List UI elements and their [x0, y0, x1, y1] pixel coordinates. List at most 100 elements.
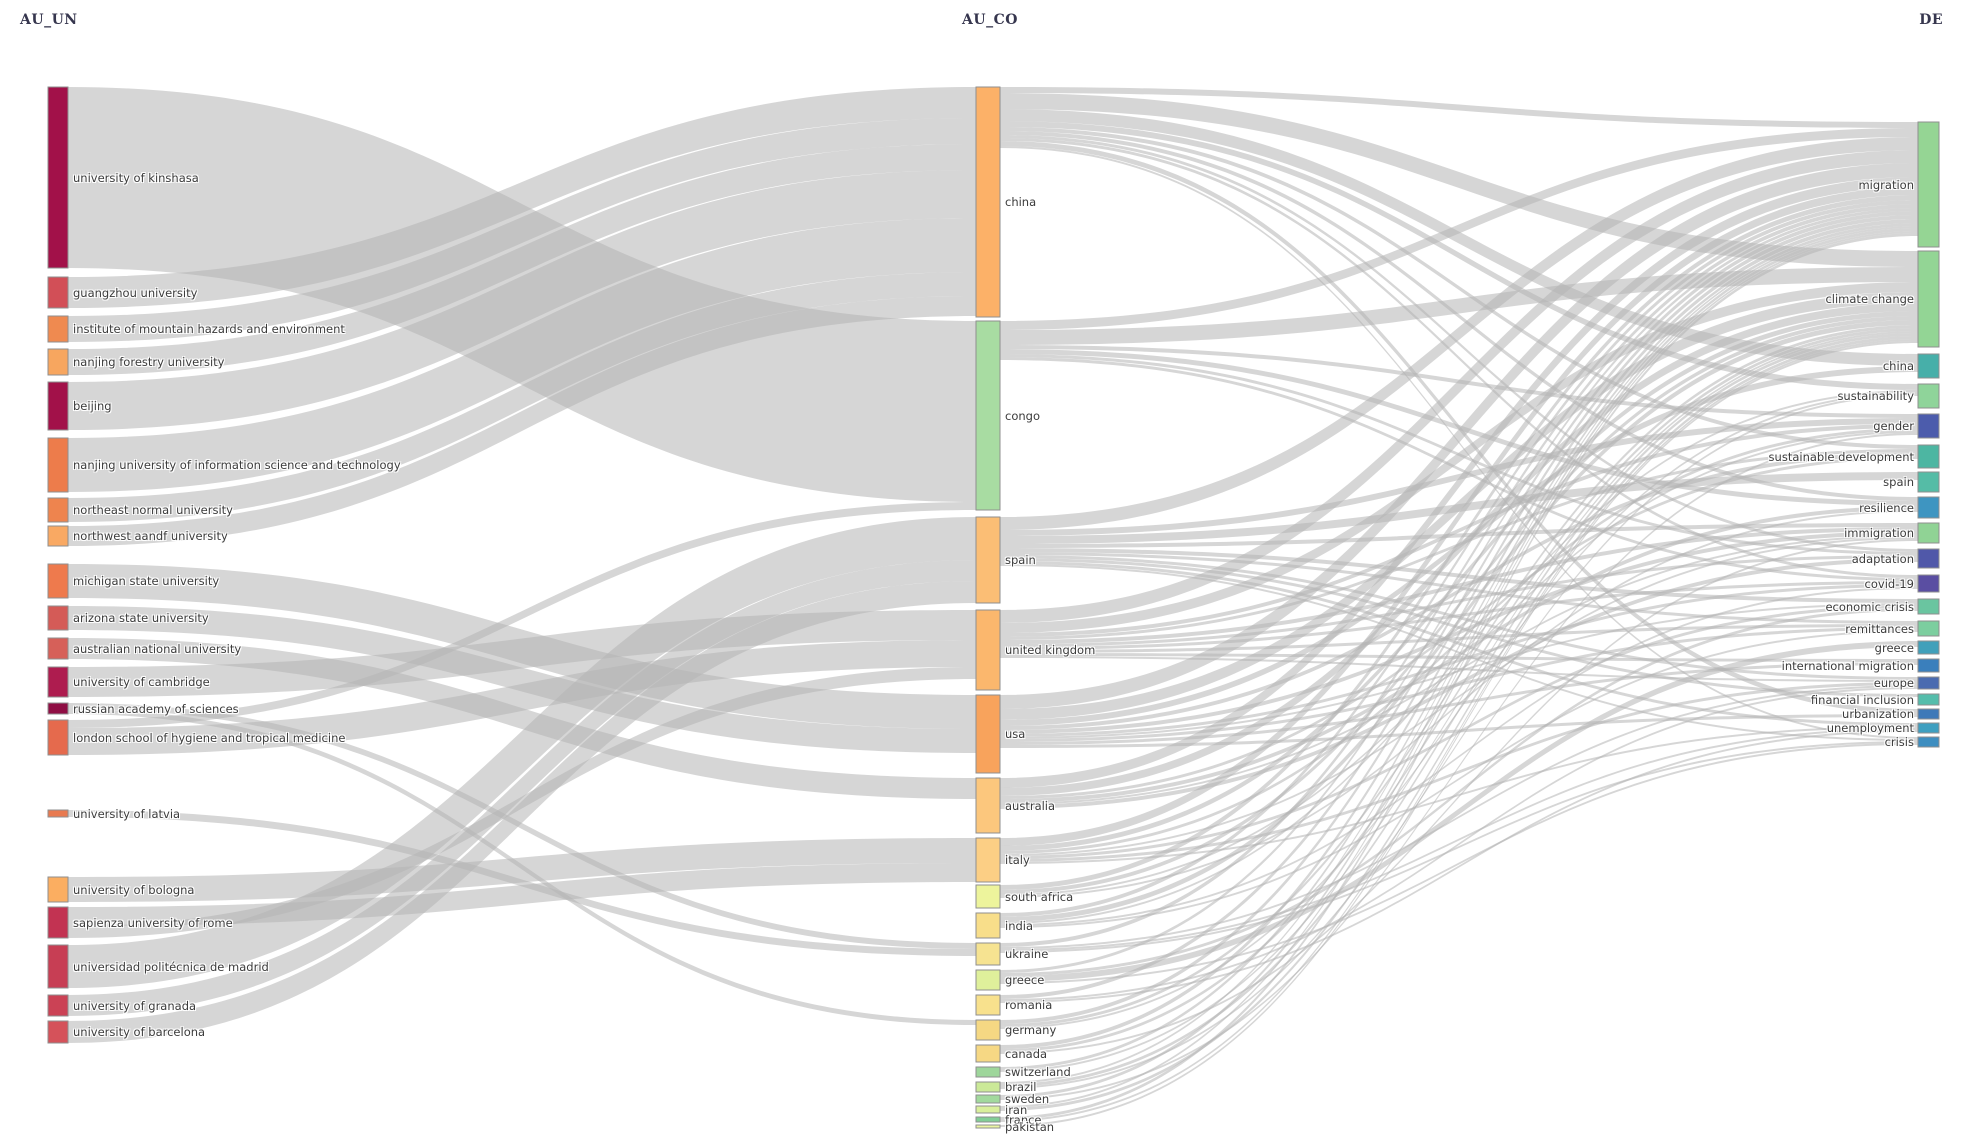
sankey-link-co_france-kw_climate_change	[1000, 339, 1918, 1122]
sankey-node-co_germany[interactable]	[975, 1019, 1001, 1041]
sankey-node-latvia[interactable]	[47, 809, 69, 818]
sankey-node-michigan[interactable]	[47, 563, 69, 599]
node-label-co_india: india	[1005, 918, 1034, 933]
sankey-node-co_france[interactable]	[975, 1116, 1001, 1123]
sankey-node-co_india[interactable]	[975, 912, 1001, 939]
sankey-node-london[interactable]	[47, 719, 69, 756]
node-label-co_switzerland: switzerland	[1005, 1065, 1071, 1079]
sankey-node-northwest[interactable]	[47, 525, 69, 547]
sankey-link-co_congo-kw_climate_change	[1000, 267, 1918, 345]
sankey-node-kw_resilience[interactable]	[1917, 496, 1940, 519]
sankey-node-russian[interactable]	[47, 702, 69, 715]
sankey-link-co_greece-kw_migration	[1000, 208, 1918, 973]
sankey-node-kw_china[interactable]	[1917, 353, 1940, 379]
node-label-kw_remittances: remittances	[1845, 621, 1914, 636]
sankey-node-arizona[interactable]	[47, 605, 69, 631]
sankey-node-co_uk[interactable]	[975, 609, 1001, 691]
sankey-link-co_uk-kw_gender	[1000, 424, 1918, 637]
sankey-node-co_switzerland[interactable]	[975, 1066, 1001, 1078]
sankey-node-kw_financial_inclusion[interactable]	[1917, 693, 1940, 706]
sankey-node-kw_intl_migration[interactable]	[1917, 658, 1940, 673]
node-label-co_brazil: brazil	[1005, 1080, 1037, 1094]
column-header-au-co: AU_CO	[962, 12, 1018, 28]
sankey-node-sapienza[interactable]	[47, 906, 69, 939]
sankey-link-co_usa-kw_migration	[1000, 163, 1918, 709]
sankey-link-co_iran-kw_migration	[1000, 231, 1918, 1108]
node-label-co_germany: germany	[1005, 1023, 1057, 1037]
sankey-node-co_romania[interactable]	[975, 994, 1001, 1016]
sankey-node-kw_crisis[interactable]	[1917, 736, 1940, 748]
sankey-link-co_china-kw_resilience	[1000, 131, 1918, 501]
sankey-node-kw_migration[interactable]	[1917, 121, 1940, 248]
sankey-node-guangzhou[interactable]	[47, 276, 69, 309]
sankey-node-co_china[interactable]	[975, 86, 1001, 318]
sankey-node-kw_spain[interactable]	[1917, 471, 1940, 493]
sankey-link-co_romania-kw_migration	[1000, 211, 1918, 999]
sankey-node-co_pakistan[interactable]	[975, 1124, 1001, 1129]
sankey-node-co_usa[interactable]	[975, 694, 1001, 774]
sankey-link-co_switzerland-kw_climate_change	[1000, 331, 1918, 1072]
sankey-link-bologna-co_italy	[68, 838, 976, 902]
sankey-node-kw_econ_crisis[interactable]	[1917, 598, 1940, 615]
node-label-kw_greece: greece	[1874, 640, 1914, 655]
sankey-node-madrid[interactable]	[47, 944, 69, 989]
node-label-co_canada: canada	[1005, 1046, 1048, 1061]
sankey-node-mountain[interactable]	[47, 315, 69, 343]
sankey-link-co_spain-kw_immigration	[1000, 523, 1918, 548]
node-label-mountain: institute of mountain hazards and enviro…	[73, 322, 345, 336]
sankey-node-kw_immigration[interactable]	[1917, 522, 1940, 544]
sankey-node-kw_climate_change[interactable]	[1917, 250, 1940, 348]
node-label-kw_financial_inclusion: financial inclusion	[1810, 692, 1914, 707]
sankey-node-kinshasa[interactable]	[47, 86, 69, 269]
sankey-node-co_australia[interactable]	[975, 777, 1001, 834]
sankey-link-co_switzerland-kw_migration	[1000, 223, 1918, 1070]
sankey-node-co_ukraine[interactable]	[975, 942, 1001, 966]
node-label-co_pakistan: pakistan	[1005, 1119, 1055, 1134]
sankey-node-northeast[interactable]	[47, 497, 69, 523]
sankey-node-co_iran[interactable]	[975, 1105, 1001, 1114]
sankey-node-beijing[interactable]	[47, 381, 69, 431]
sankey-node-kw_greece[interactable]	[1917, 640, 1940, 655]
sankey-link-co_greece-kw_econ_crisis	[1000, 608, 1918, 976]
node-label-kw_immigration: immigration	[1844, 526, 1914, 540]
sankey-link-co_sweden-kw_migration	[1000, 228, 1918, 1098]
sankey-node-kw_remittances[interactable]	[1917, 620, 1940, 637]
sankey-node-bologna[interactable]	[47, 876, 69, 903]
sankey-link-co_ukraine-kw_crisis	[1000, 741, 1918, 953]
sankey-node-co_congo[interactable]	[975, 320, 1001, 511]
sankey-link-co_france-kw_migration	[1000, 233, 1918, 1120]
node-label-co_romania: romania	[1005, 998, 1053, 1012]
sankey-node-kw_urbanization[interactable]	[1917, 708, 1940, 720]
sankey-node-co_italy[interactable]	[975, 837, 1001, 883]
sankey-node-cambridge[interactable]	[47, 666, 69, 698]
sankey-node-forestry[interactable]	[47, 348, 69, 376]
sankey-node-co_sweden[interactable]	[975, 1094, 1001, 1104]
sankey-node-co_brazil[interactable]	[975, 1081, 1001, 1093]
sankey-node-barcelona[interactable]	[47, 1020, 69, 1044]
sankey-link-northwest-co_china	[68, 296, 976, 546]
sankey-node-kw_covid[interactable]	[1917, 574, 1940, 593]
sankey-node-co_spain[interactable]	[975, 516, 1001, 604]
sankey-link-russian-co_germany	[68, 709, 976, 1025]
column-header-au-un: AU_UN	[20, 12, 78, 28]
sankey-node-kw_gender[interactable]	[1917, 413, 1940, 439]
sankey-node-kw_unemployment[interactable]	[1917, 722, 1940, 734]
sankey-node-anu[interactable]	[47, 637, 69, 660]
node-label-co_sweden: sweden	[1005, 1092, 1050, 1106]
sankey-link-co_italy-kw_gender	[1000, 428, 1918, 854]
sankey-node-granada[interactable]	[47, 994, 69, 1017]
node-label-sapienza: sapienza university of rome	[73, 915, 233, 930]
sankey-node-kw_europe[interactable]	[1917, 676, 1940, 690]
sankey-node-co_greece[interactable]	[975, 969, 1001, 991]
sankey-link-co_italy-kw_climate_change	[1000, 311, 1918, 851]
sankey-node-co_canada[interactable]	[975, 1044, 1001, 1063]
node-label-co_iran: iran	[1005, 1102, 1028, 1117]
sankey-node-nanjing_ist[interactable]	[47, 437, 69, 493]
sankey-link-co_spain-kw_migration	[1000, 137, 1918, 530]
sankey-node-kw_sustainability[interactable]	[1917, 383, 1940, 409]
sankey-link-co_congo-kw_resilience	[1000, 349, 1918, 506]
sankey-node-kw_sust_dev[interactable]	[1917, 444, 1940, 469]
sankey-node-kw_adaptation[interactable]	[1917, 548, 1940, 569]
sankey-node-co_south_africa[interactable]	[975, 884, 1001, 909]
